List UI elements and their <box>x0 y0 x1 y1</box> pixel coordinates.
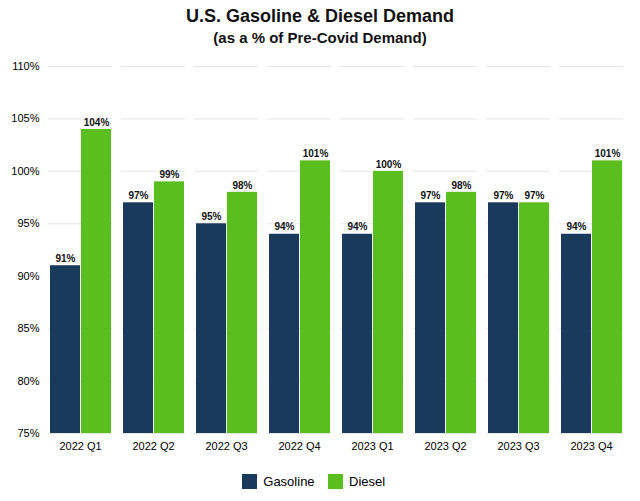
svg-text:2023 Q2: 2023 Q2 <box>424 440 466 452</box>
svg-text:94%: 94% <box>274 221 294 232</box>
svg-text:91%: 91% <box>55 253 75 264</box>
html-text:Gasoline: Gasoline <box>263 474 315 489</box>
svg-text:85%: 85% <box>17 322 39 334</box>
svg-text:97%: 97% <box>493 190 513 201</box>
svg-text:2023 Q3: 2023 Q3 <box>497 440 539 452</box>
svg-text:99%: 99% <box>159 169 179 180</box>
svg-text:97%: 97% <box>420 190 440 201</box>
svg-text:110%: 110% <box>12 60 40 72</box>
svg-text:100%: 100% <box>376 159 402 170</box>
svg-text:98%: 98% <box>232 180 252 191</box>
svg-text:2022 Q3: 2022 Q3 <box>205 440 247 452</box>
svg-text:100%: 100% <box>11 165 39 177</box>
svg-text:2023 Q4: 2023 Q4 <box>570 440 612 452</box>
svg-text:105%: 105% <box>11 112 39 124</box>
svg-text:97%: 97% <box>524 190 544 201</box>
svg-text:2022 Q4: 2022 Q4 <box>278 440 320 452</box>
html-text:U.S. Gasoline & Diesel Demand: U.S. Gasoline & Diesel Demand <box>186 6 454 26</box>
svg-text:98%: 98% <box>451 180 471 191</box>
svg-text:2023 Q1: 2023 Q1 <box>351 440 393 452</box>
svg-text:95%: 95% <box>17 217 39 229</box>
svg-text:75%: 75% <box>17 427 39 439</box>
svg-text:101%: 101% <box>303 148 329 159</box>
svg-text:90%: 90% <box>17 270 39 282</box>
svg-text:104%: 104% <box>84 117 110 128</box>
svg-text:2022 Q2: 2022 Q2 <box>132 440 174 452</box>
html-text:Diesel: Diesel <box>349 474 386 489</box>
html-text:(as a % of Pre-Covid Demand): (as a % of Pre-Covid Demand) <box>213 29 427 46</box>
svg-text:80%: 80% <box>17 375 39 387</box>
svg-text:94%: 94% <box>566 221 586 232</box>
svg-text:94%: 94% <box>347 221 367 232</box>
svg-text:95%: 95% <box>201 211 221 222</box>
svg-text:97%: 97% <box>128 190 148 201</box>
svg-text:2022 Q1: 2022 Q1 <box>59 440 101 452</box>
svg-text:101%: 101% <box>595 148 621 159</box>
